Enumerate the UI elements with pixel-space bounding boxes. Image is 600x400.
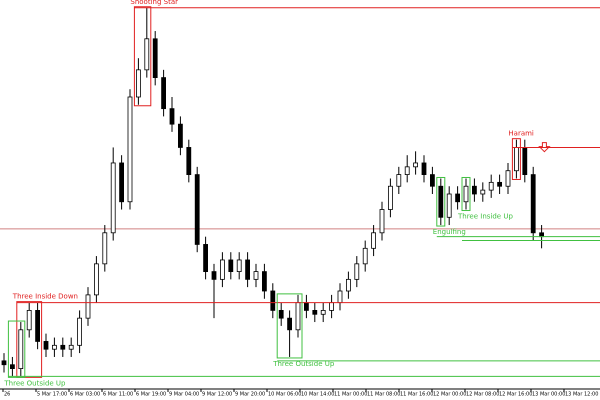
candle-body bbox=[362, 247, 368, 265]
x-tick-label: 13 Mar 12:00 bbox=[565, 392, 598, 398]
candle-body bbox=[295, 302, 301, 331]
candle-body bbox=[144, 38, 150, 71]
candle-body bbox=[287, 317, 293, 331]
pattern-box bbox=[276, 293, 303, 359]
candle-body bbox=[60, 344, 66, 350]
pattern-label: Shooting Star bbox=[130, 0, 178, 6]
candle-body bbox=[119, 162, 124, 203]
x-tick-label: 12 Mar 08:00 bbox=[466, 392, 499, 398]
candle-body bbox=[127, 96, 133, 203]
pattern-box bbox=[7, 320, 26, 378]
x-tick-label: 12 Mar 16:00 bbox=[499, 392, 532, 398]
x-tick-label: 6 Mar 11:00 bbox=[103, 392, 133, 398]
x-tick-label: 26 bbox=[4, 392, 10, 398]
x-tick-label: 5 Mar 17:00 bbox=[37, 392, 67, 398]
candle-body bbox=[270, 290, 276, 311]
candle-body bbox=[303, 302, 309, 311]
pattern-label: Engulfing bbox=[433, 228, 466, 236]
pattern-box bbox=[511, 138, 521, 180]
candle-body bbox=[261, 271, 267, 292]
pattern-box bbox=[133, 6, 152, 107]
candle-body bbox=[539, 232, 544, 238]
candle-body bbox=[497, 181, 503, 187]
candle-body bbox=[169, 108, 175, 125]
candle-body bbox=[438, 185, 444, 218]
candle-body bbox=[371, 232, 377, 249]
x-tick-label: 11 Mar 16:00 bbox=[400, 392, 433, 398]
pattern-label: Three Inside Up bbox=[457, 213, 513, 221]
candle-body bbox=[514, 147, 519, 172]
candle-body bbox=[211, 271, 217, 280]
candle-body bbox=[278, 309, 284, 319]
candle-body bbox=[337, 290, 343, 304]
candle-body bbox=[236, 259, 242, 272]
candle-body bbox=[505, 170, 511, 187]
candle-body bbox=[530, 174, 536, 234]
candle-body bbox=[429, 174, 435, 187]
candle-body bbox=[345, 278, 351, 292]
candle-body bbox=[488, 181, 494, 191]
x-tick-label: 6 Mar 19:00 bbox=[136, 392, 166, 398]
candle-body bbox=[245, 259, 251, 280]
candle-body bbox=[186, 147, 192, 176]
candle-body bbox=[471, 185, 477, 195]
candle-body bbox=[329, 302, 335, 311]
candle-body bbox=[203, 244, 209, 273]
candle-body bbox=[480, 189, 486, 195]
pattern-label: Three Inside Down bbox=[12, 293, 78, 301]
x-tick-label: 11 Mar 08:00 bbox=[367, 392, 400, 398]
candle-body bbox=[379, 209, 385, 234]
candle-body bbox=[522, 147, 528, 176]
candle-body bbox=[413, 162, 419, 168]
x-tick-label: 12 Mar 00:00 bbox=[433, 392, 466, 398]
candle-body bbox=[228, 259, 234, 272]
candle-body bbox=[396, 174, 402, 187]
candle-body bbox=[9, 364, 15, 370]
candle-body bbox=[135, 69, 141, 98]
candle-body bbox=[68, 344, 74, 350]
candle-body bbox=[110, 162, 116, 234]
candle-body bbox=[18, 329, 24, 369]
candle-body bbox=[152, 38, 158, 78]
candle-body bbox=[404, 166, 410, 175]
candle-body bbox=[26, 309, 32, 331]
pattern-box bbox=[461, 176, 471, 212]
candle-body bbox=[102, 232, 108, 265]
x-tick-label: 9 Mar 12:00 bbox=[202, 392, 232, 398]
candle-body bbox=[177, 123, 183, 148]
x-tick-label: 9 Mar 20:00 bbox=[235, 392, 265, 398]
candle-body bbox=[43, 341, 49, 350]
x-tick-label: 13 Mar 00:00 bbox=[532, 392, 565, 398]
pattern-label: Harami bbox=[508, 130, 534, 138]
x-tick-label: 6 Mar 03:00 bbox=[70, 392, 100, 398]
pattern-box bbox=[16, 301, 43, 378]
candle-body bbox=[77, 317, 82, 346]
candle-body bbox=[387, 185, 393, 210]
pattern-label: Three Outside Up bbox=[272, 360, 335, 368]
pattern-label: Three Outside Up bbox=[3, 379, 66, 387]
x-tick-label: 11 Mar 00:00 bbox=[334, 392, 367, 398]
candle-body bbox=[161, 77, 167, 110]
candle-body bbox=[421, 162, 427, 176]
candle-body bbox=[446, 193, 452, 218]
candle-body bbox=[52, 344, 57, 350]
candle-body bbox=[194, 174, 200, 245]
x-tick-label: 10 Mar 14:00 bbox=[301, 392, 334, 398]
candle-body bbox=[1, 360, 7, 366]
x-tick-label: 9 Mar 04:00 bbox=[169, 392, 199, 398]
candle-body bbox=[455, 193, 461, 203]
candle-body bbox=[320, 309, 326, 315]
candle-body bbox=[85, 294, 91, 319]
x-tick-label: 10 Mar 06:00 bbox=[268, 392, 301, 398]
candle-body bbox=[312, 309, 318, 315]
candle-body bbox=[35, 309, 40, 342]
candle-body bbox=[354, 263, 360, 280]
candle-body bbox=[219, 259, 225, 280]
candle-body bbox=[94, 263, 99, 296]
down-arrow bbox=[538, 142, 551, 153]
candle-body bbox=[463, 185, 469, 203]
pattern-box bbox=[436, 176, 446, 227]
candle-body bbox=[253, 271, 259, 280]
